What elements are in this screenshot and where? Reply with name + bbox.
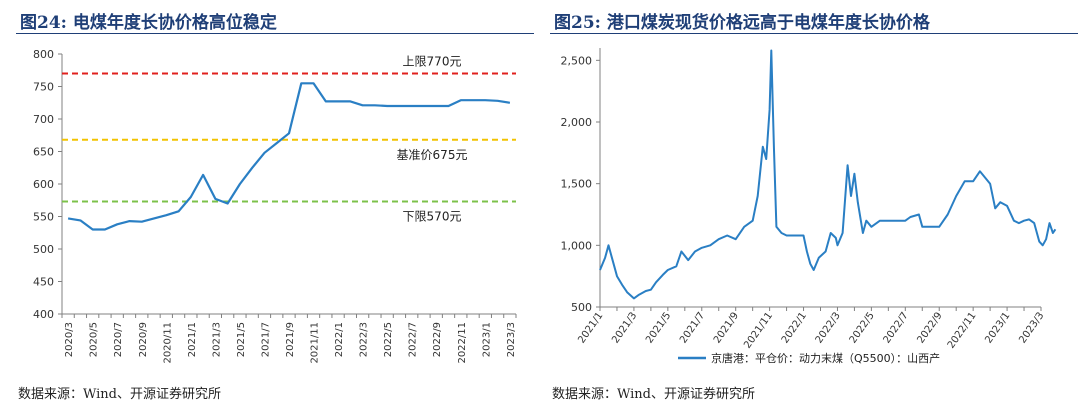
y-tick-label: 1,500 [561, 178, 593, 191]
x-tick-label: 2022/5 [848, 310, 877, 345]
x-tick-label: 2023/1 [481, 322, 492, 357]
y-tick-label: 500 [33, 243, 54, 256]
x-tick-label: 2020/5 [89, 322, 100, 357]
x-tick-label: 2021/1 [187, 322, 198, 357]
y-tick-label: 500 [571, 301, 592, 314]
y-tick-label: 550 [33, 211, 54, 224]
x-tick-label: 2021/5 [236, 322, 247, 357]
x-tick-label: 2022/7 [882, 310, 911, 345]
series-line [67, 82, 511, 231]
x-tick-label: 2022/11 [946, 310, 979, 350]
upper-limit-label: 上限770元 [403, 55, 462, 69]
chart-title: 图24: 电煤年度长协价格高位稳定 [20, 13, 277, 33]
title-underline [550, 33, 1078, 34]
x-tick-label: 2022/11 [457, 322, 468, 364]
x-tick-label: 2023/3 [506, 322, 517, 357]
x-tick-label: 2022/1 [334, 322, 345, 357]
left-chart-panel: 图24: 电煤年度长协价格高位稳定 400 450 500 550 600 650 700 7… [16, 13, 534, 402]
x-tick-label: 2021/9 [712, 310, 741, 345]
y-tick-label: 400 [33, 308, 54, 321]
x-tick-label: 2022/1 [780, 310, 809, 345]
x-tick-label: 2022/3 [814, 310, 843, 345]
x-tick-label: 2020/11 [162, 322, 173, 364]
x-tick-label: 2022/5 [383, 322, 394, 357]
y-tick-label: 1,000 [561, 239, 593, 252]
y-tick-label: 800 [33, 48, 54, 61]
x-tick-label: 2021/7 [260, 322, 271, 357]
left-chart-svg: 400 450 500 550 600 650 700 750 800 2020/3 2020/5 2… [33, 48, 517, 364]
y-tick-label: 700 [33, 113, 54, 126]
legend-label: 京唐港：平仓价：动力末煤（Q5500）：山西产 [711, 351, 940, 365]
y-tick-label: 450 [33, 276, 54, 289]
x-tick-label: 2023/1 [983, 310, 1012, 345]
y-tick-label: 2,500 [561, 54, 593, 67]
x-tick-label: 2021/7 [678, 310, 707, 345]
x-tick-label: 2022/9 [432, 322, 443, 357]
x-tick-label: 2022/3 [359, 322, 370, 357]
y-tick-label: 600 [33, 178, 54, 191]
source-note: 数据来源：Wind、开源证券研究所 [552, 387, 755, 402]
x-tick-label: 2021/3 [211, 322, 222, 357]
title-underline [16, 33, 534, 34]
base-price-label: 基准价675元 [397, 148, 468, 162]
y-tick-label: 2,000 [561, 116, 593, 129]
x-tick-label: 2021/11 [310, 322, 321, 364]
x-tick-label: 2021/11 [742, 310, 775, 350]
x-tick-label: 2022/7 [408, 322, 419, 357]
x-tick-label: 2021/9 [285, 322, 296, 357]
source-note: 数据来源：Wind、开源证券研究所 [18, 387, 221, 402]
x-tick-label: 2021/3 [610, 310, 639, 345]
y-tick-label: 650 [33, 146, 54, 159]
x-tick-label: 2020/9 [138, 322, 149, 357]
right-chart-panel: 图25: 港口煤炭现货价格远高于电煤年度长协价格 500 1,000 1,500 2,… [548, 0, 1080, 409]
x-tick-label: 2023/3 [1017, 310, 1046, 345]
lower-limit-label: 下限570元 [403, 210, 462, 224]
x-tick-label: 2021/1 [576, 310, 605, 345]
x-tick-label: 2020/3 [64, 322, 75, 357]
x-tick-label: 2022/9 [915, 310, 944, 345]
x-tick-label: 2021/5 [644, 310, 673, 345]
chart-title: 图25: 港口煤炭现货价格远高于电煤年度长协价格 [554, 13, 930, 33]
y-tick-label: 750 [33, 81, 54, 94]
x-tick-label: 2020/7 [113, 322, 124, 357]
series-line [599, 49, 1057, 300]
